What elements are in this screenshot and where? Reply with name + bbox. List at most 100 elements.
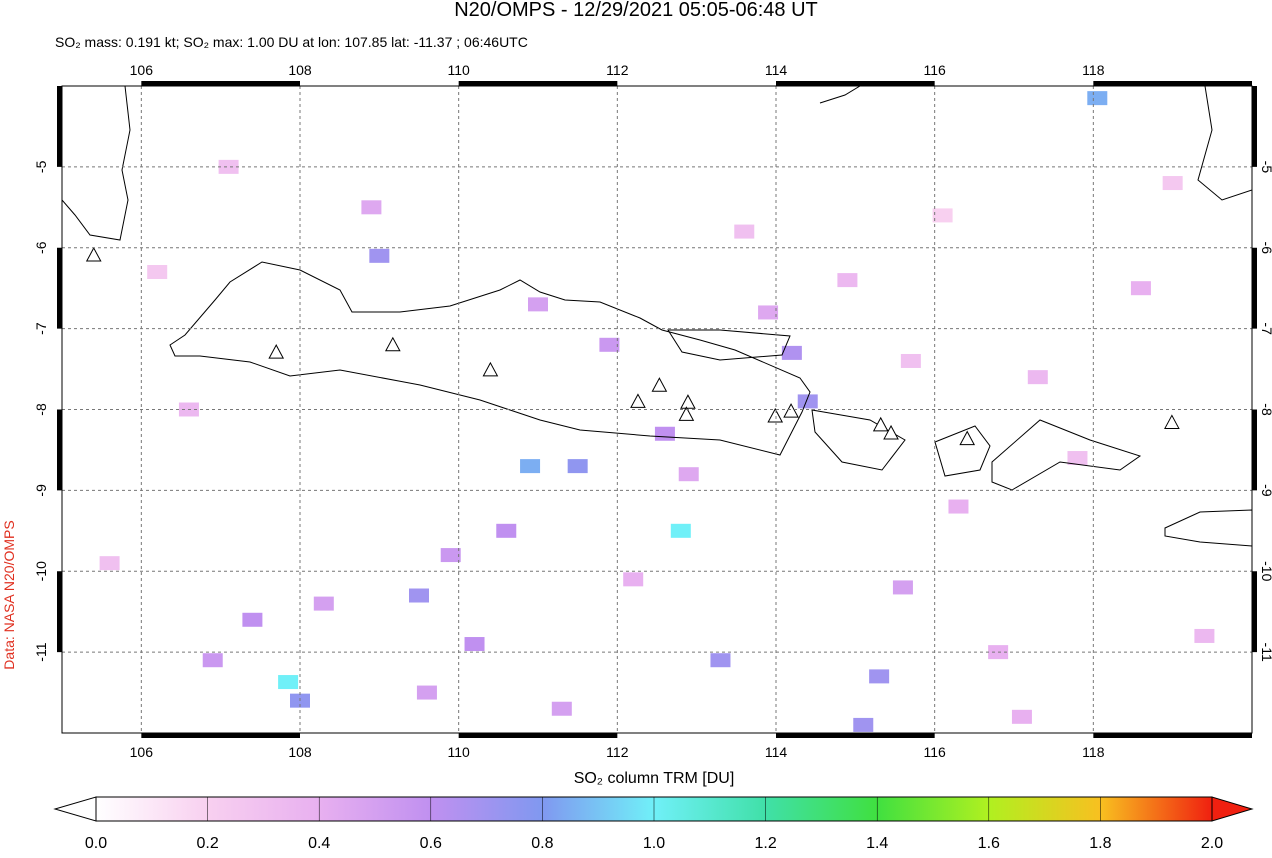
y-tick-label: -9 — [33, 484, 49, 497]
frame-bar — [458, 733, 618, 738]
so2-pixel — [900, 353, 921, 368]
so2-pixel — [496, 523, 517, 538]
so2-pixel — [1162, 176, 1183, 191]
colorbar-under — [53, 796, 97, 822]
x-tick-label: 114 — [765, 744, 788, 760]
so2-pixel — [202, 653, 223, 668]
volcano — [268, 344, 285, 359]
so2-pixel — [520, 459, 541, 474]
coastline-sumbawa — [991, 419, 1142, 491]
colorbar-tick-label: 1.0 — [643, 835, 665, 852]
so2-pixel — [1067, 451, 1088, 466]
x-tick-label: 118 — [1082, 62, 1105, 78]
y-tick-label: -5 — [33, 160, 49, 173]
x-tick-label: 116 — [924, 744, 947, 760]
volcano — [1164, 414, 1180, 429]
so2-pixel — [670, 523, 691, 538]
so2-pixel — [948, 499, 969, 514]
colorbar: 0.0 0.2 0.4 0.6 0.8 1.0 1.2 1.4 1.6 1.8 2.0 — [53, 796, 1254, 852]
volcano — [680, 394, 696, 409]
so2-pixel — [892, 580, 913, 595]
volcano — [384, 336, 401, 352]
frame-bar — [1093, 733, 1252, 738]
colorbar-label: SO₂ column TRM [DU] — [574, 770, 735, 787]
y-tick-label: -7 — [1259, 322, 1272, 335]
colorbar-tick-label: 0.8 — [531, 835, 553, 852]
x-tick-label: 110 — [448, 744, 471, 760]
coastline-sumba — [1164, 509, 1252, 547]
so2-pixel — [361, 200, 382, 215]
so2-pixel — [869, 669, 890, 684]
so2-pixel — [440, 548, 461, 563]
frame-bar — [1252, 409, 1257, 491]
so2-pixel — [464, 637, 485, 652]
so2-pixel — [242, 612, 263, 627]
x-tick-label: 106 — [130, 62, 154, 78]
frame-bar — [57, 247, 62, 329]
x-tick-label: 118 — [1082, 744, 1105, 760]
so2-pixel — [1087, 91, 1108, 106]
credit: Data: NASA N20/OMPS — [1, 520, 17, 669]
axes: 106 106 108 108 110 110 112 112 114 114 116 116 118 1… — [33, 62, 1272, 760]
so2-pixel — [932, 208, 953, 223]
volcano — [678, 406, 695, 421]
so2-pixel — [710, 653, 731, 668]
volcano — [883, 424, 899, 440]
frame-bar — [57, 409, 62, 491]
y-tick-label: -5 — [1259, 161, 1272, 174]
x-tick-label: 108 — [288, 744, 312, 760]
so2-pixel — [1011, 709, 1032, 724]
so2-pixel — [218, 159, 239, 174]
coastline-java — [169, 261, 811, 456]
colorbar-tick-label: 0.6 — [420, 835, 442, 852]
y-tick-label: -10 — [1259, 561, 1272, 581]
colorbar-tick-label: 0.0 — [85, 835, 107, 852]
y-tick-label: -8 — [33, 403, 49, 416]
frame-bar — [1093, 81, 1252, 86]
so2-pixel — [758, 305, 779, 320]
so2-pixel — [1194, 628, 1215, 643]
frame-bar — [57, 571, 62, 653]
x-tick-label: 106 — [130, 744, 154, 760]
x-tick-label: 112 — [606, 744, 629, 760]
so2-pixel — [599, 337, 620, 352]
volcano — [482, 361, 499, 377]
x-tick-label: 114 — [765, 62, 788, 78]
y-tick-label: -11 — [1259, 643, 1272, 662]
so2-pixel — [1027, 370, 1048, 385]
coastline-madura — [667, 329, 791, 361]
volcano — [959, 430, 976, 446]
so2-pixel — [416, 685, 437, 700]
frame-bar — [1252, 247, 1257, 329]
volcano — [85, 246, 102, 262]
frame-bar — [1252, 86, 1257, 167]
volcanoes — [85, 246, 1180, 446]
so2-pixel — [678, 467, 699, 482]
colorbar-tick-label: 1.4 — [866, 835, 888, 852]
y-tick-label: -10 — [33, 561, 49, 581]
colorbar-over — [1211, 796, 1254, 822]
y-tick-label: -6 — [1259, 242, 1272, 255]
so2-pixel — [623, 572, 644, 587]
so2-pixel — [567, 459, 588, 474]
y-tick-label: -9 — [1259, 484, 1272, 497]
so2-pixel — [551, 701, 572, 716]
so2-pixel — [278, 675, 299, 690]
y-tick-label: -8 — [1259, 403, 1272, 416]
colorbar-tick-label: 2.0 — [1201, 835, 1223, 852]
coastlines — [62, 86, 1252, 547]
so2-pixel — [313, 596, 334, 611]
x-tick-label: 112 — [606, 62, 629, 78]
colorbar-tick-label: 0.4 — [308, 835, 330, 852]
volcano — [651, 377, 668, 392]
coastline-bali — [811, 409, 906, 471]
frame-bar — [1252, 571, 1257, 653]
so2-pixel — [369, 248, 390, 263]
frame-bar — [458, 81, 618, 86]
colorbar-tick-label: 0.2 — [196, 835, 218, 852]
frame-bar — [57, 86, 62, 167]
so2-pixel — [797, 394, 818, 409]
subtitle: SO₂ mass: 0.191 kt; SO₂ max: 1.00 DU at … — [55, 34, 528, 50]
so2-pixels — [99, 91, 1215, 732]
so2-pixel — [654, 426, 675, 441]
